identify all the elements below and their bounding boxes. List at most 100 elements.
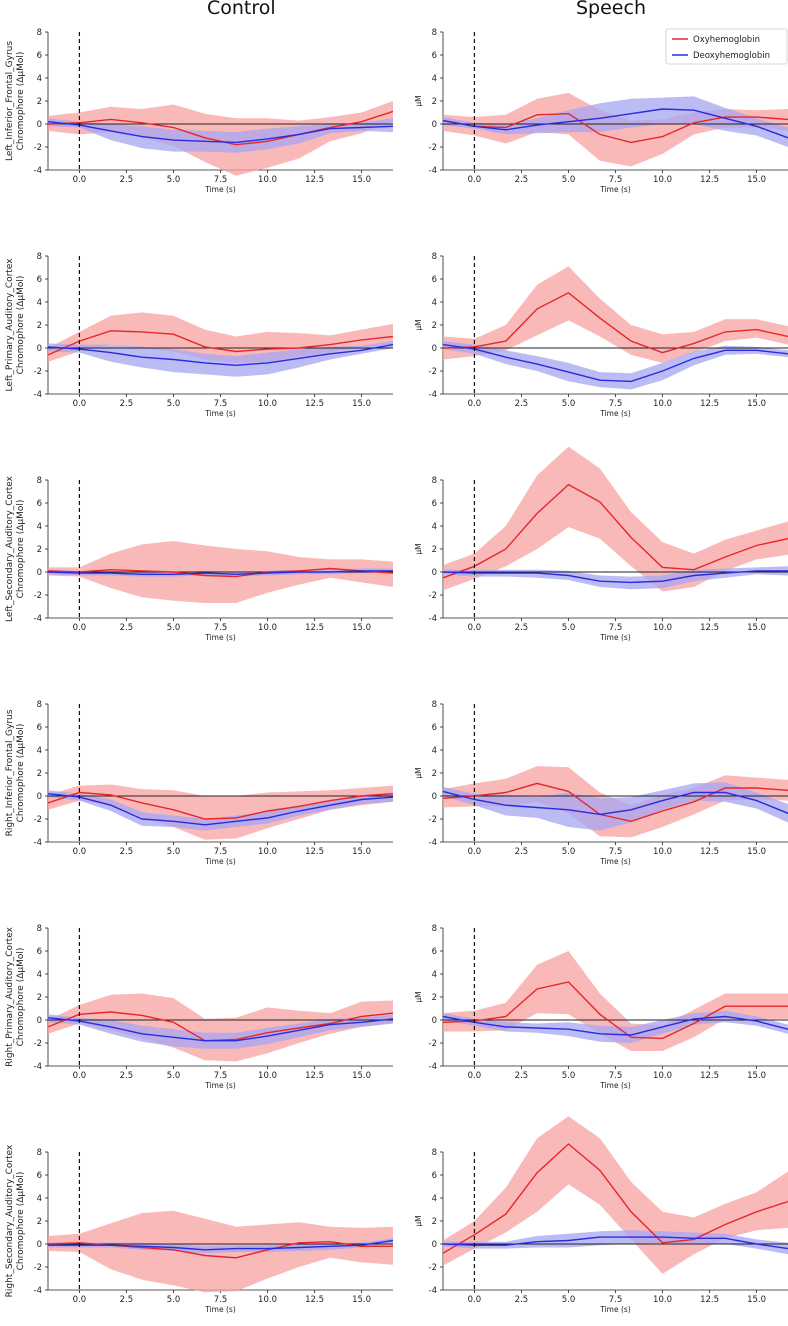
x-tick-label: 7.5 [609, 1295, 623, 1305]
x-tick-label: 7.5 [609, 847, 623, 857]
y-tick-label: 0 [37, 1016, 42, 1026]
y-tick-label: 4 [432, 970, 437, 980]
x-axis-label: Time (s) [204, 409, 236, 418]
y-tick-label: -4 [34, 390, 42, 400]
deoxy-mean-line [47, 570, 393, 576]
x-tick-label: 7.5 [214, 175, 228, 185]
y-tick-label: -2 [34, 143, 42, 153]
x-tick-label: 0.0 [468, 399, 482, 409]
chromophore-label: Chromophore (ΔµMol) [16, 500, 26, 599]
x-tick-label: 5.0 [167, 1071, 181, 1081]
chromophore-label: Chromophore (ΔµMol) [16, 948, 26, 1047]
y-tick-label: 2 [432, 321, 437, 331]
panel-speech-1: -4 -2 0 2 4 6 8 0.0 2.5 5.0 7.5 10.0 12.5 15.0 Time (s… [414, 252, 788, 418]
x-tick-label: 15.0 [747, 623, 766, 633]
x-tick-label: 5.0 [562, 623, 576, 633]
x-tick-label: 10.0 [653, 1071, 672, 1081]
y-tick-label: 2 [37, 321, 42, 331]
unit-label: µM [414, 767, 423, 778]
y-tick-label: 2 [37, 993, 42, 1003]
deoxy-ci-band [48, 1238, 393, 1254]
x-tick-label: 10.0 [258, 623, 277, 633]
x-tick-label: 12.5 [305, 399, 324, 409]
y-tick-label: -4 [429, 1062, 437, 1072]
oxy-ci-band [443, 266, 788, 363]
legend-oxy-label: Oxyhemoglobin [693, 35, 760, 45]
y-tick-label: 8 [432, 252, 437, 262]
y-tick-label: 6 [432, 499, 437, 509]
deoxy-mean-line [442, 570, 788, 584]
oxy-ci-band [443, 951, 788, 1051]
x-tick-label: 15.0 [747, 175, 766, 185]
x-tick-label: 15.0 [352, 399, 371, 409]
y-tick-label: 6 [37, 947, 42, 957]
x-tick-label: 10.0 [653, 1295, 672, 1305]
y-tick-label: 8 [37, 252, 42, 262]
y-tick-label: 0 [432, 1016, 437, 1026]
x-tick-label: 10.0 [258, 1295, 277, 1305]
y-tick-label: 6 [37, 723, 42, 733]
region-label: Left_Primary_Auditory_Cortex [5, 258, 15, 392]
x-tick-label: 0.0 [73, 847, 87, 857]
y-tick-label: 2 [432, 769, 437, 779]
y-tick-label: 4 [37, 970, 42, 980]
y-tick-label: 6 [432, 723, 437, 733]
y-tick-label: -2 [429, 143, 437, 153]
y-tick-label: 0 [432, 344, 437, 354]
region-label: Right_Secondary_Auditory_Cortex [5, 1144, 15, 1297]
y-tick-label: -4 [34, 614, 42, 624]
chromophore-label: Chromophore (ΔµMol) [16, 276, 26, 375]
x-axis-label: Time (s) [599, 409, 631, 418]
y-tick-label: 2 [432, 993, 437, 1003]
x-tick-label: 10.0 [258, 1071, 277, 1081]
y-tick-label: -2 [34, 1263, 42, 1273]
x-tick-label: 7.5 [609, 623, 623, 633]
x-tick-label: 2.5 [120, 175, 134, 185]
x-tick-label: 0.0 [468, 175, 482, 185]
y-tick-label: -4 [34, 1062, 42, 1072]
deoxy-ci-band [443, 782, 788, 831]
y-tick-label: 2 [37, 1217, 42, 1227]
x-axis-label: Time (s) [599, 1081, 631, 1090]
deoxy-mean-line [442, 790, 788, 816]
x-tick-label: 0.0 [468, 847, 482, 857]
x-tick-label: 15.0 [747, 1295, 766, 1305]
y-tick-label: 0 [37, 344, 42, 354]
x-tick-label: 15.0 [747, 1071, 766, 1081]
x-tick-label: 2.5 [515, 847, 529, 857]
unit-label: µM [414, 95, 423, 106]
x-tick-label: 12.5 [700, 847, 719, 857]
oxy-ci-band [48, 993, 393, 1062]
y-tick-label: -2 [34, 815, 42, 825]
x-tick-label: 0.0 [468, 1295, 482, 1305]
y-tick-label: 2 [37, 545, 42, 555]
x-tick-label: 10.0 [653, 399, 672, 409]
x-tick-label: 0.0 [468, 1071, 482, 1081]
x-tick-label: 12.5 [700, 1071, 719, 1081]
x-axis-label: Time (s) [599, 185, 631, 194]
y-tick-label: 6 [432, 275, 437, 285]
y-tick-label: -4 [429, 614, 437, 624]
y-tick-label: -4 [34, 838, 42, 848]
x-tick-label: 12.5 [305, 623, 324, 633]
x-tick-label: 10.0 [258, 399, 277, 409]
legend: Oxyhemoglobin Deoxyhemoglobin [665, 28, 788, 65]
oxy-mean-line [442, 782, 788, 823]
y-tick-label: -4 [429, 1286, 437, 1296]
oxy-ci-band [48, 784, 393, 840]
region-label: Right_Primary_Auditory_Cortex [5, 926, 15, 1067]
column-title-speech: Speech [576, 0, 646, 19]
x-tick-label: 7.5 [214, 399, 228, 409]
x-axis-label: Time (s) [204, 1081, 236, 1090]
y-tick-label: 8 [37, 1148, 42, 1158]
y-tick-label: -2 [34, 591, 42, 601]
x-tick-label: 7.5 [214, 1295, 228, 1305]
unit-label: µM [414, 991, 423, 1002]
y-tick-label: 0 [37, 120, 42, 130]
region-label: Right_Inferior_Frontal_Gyrus [5, 709, 15, 836]
y-tick-label: 2 [432, 545, 437, 555]
oxy-mean-line [442, 483, 788, 579]
panel-control-1: -4 -2 0 2 4 6 8 0.0 2.5 5.0 7.5 10.0 12.5 15.0 Time (s… [5, 252, 394, 418]
x-tick-label: 15.0 [352, 847, 371, 857]
